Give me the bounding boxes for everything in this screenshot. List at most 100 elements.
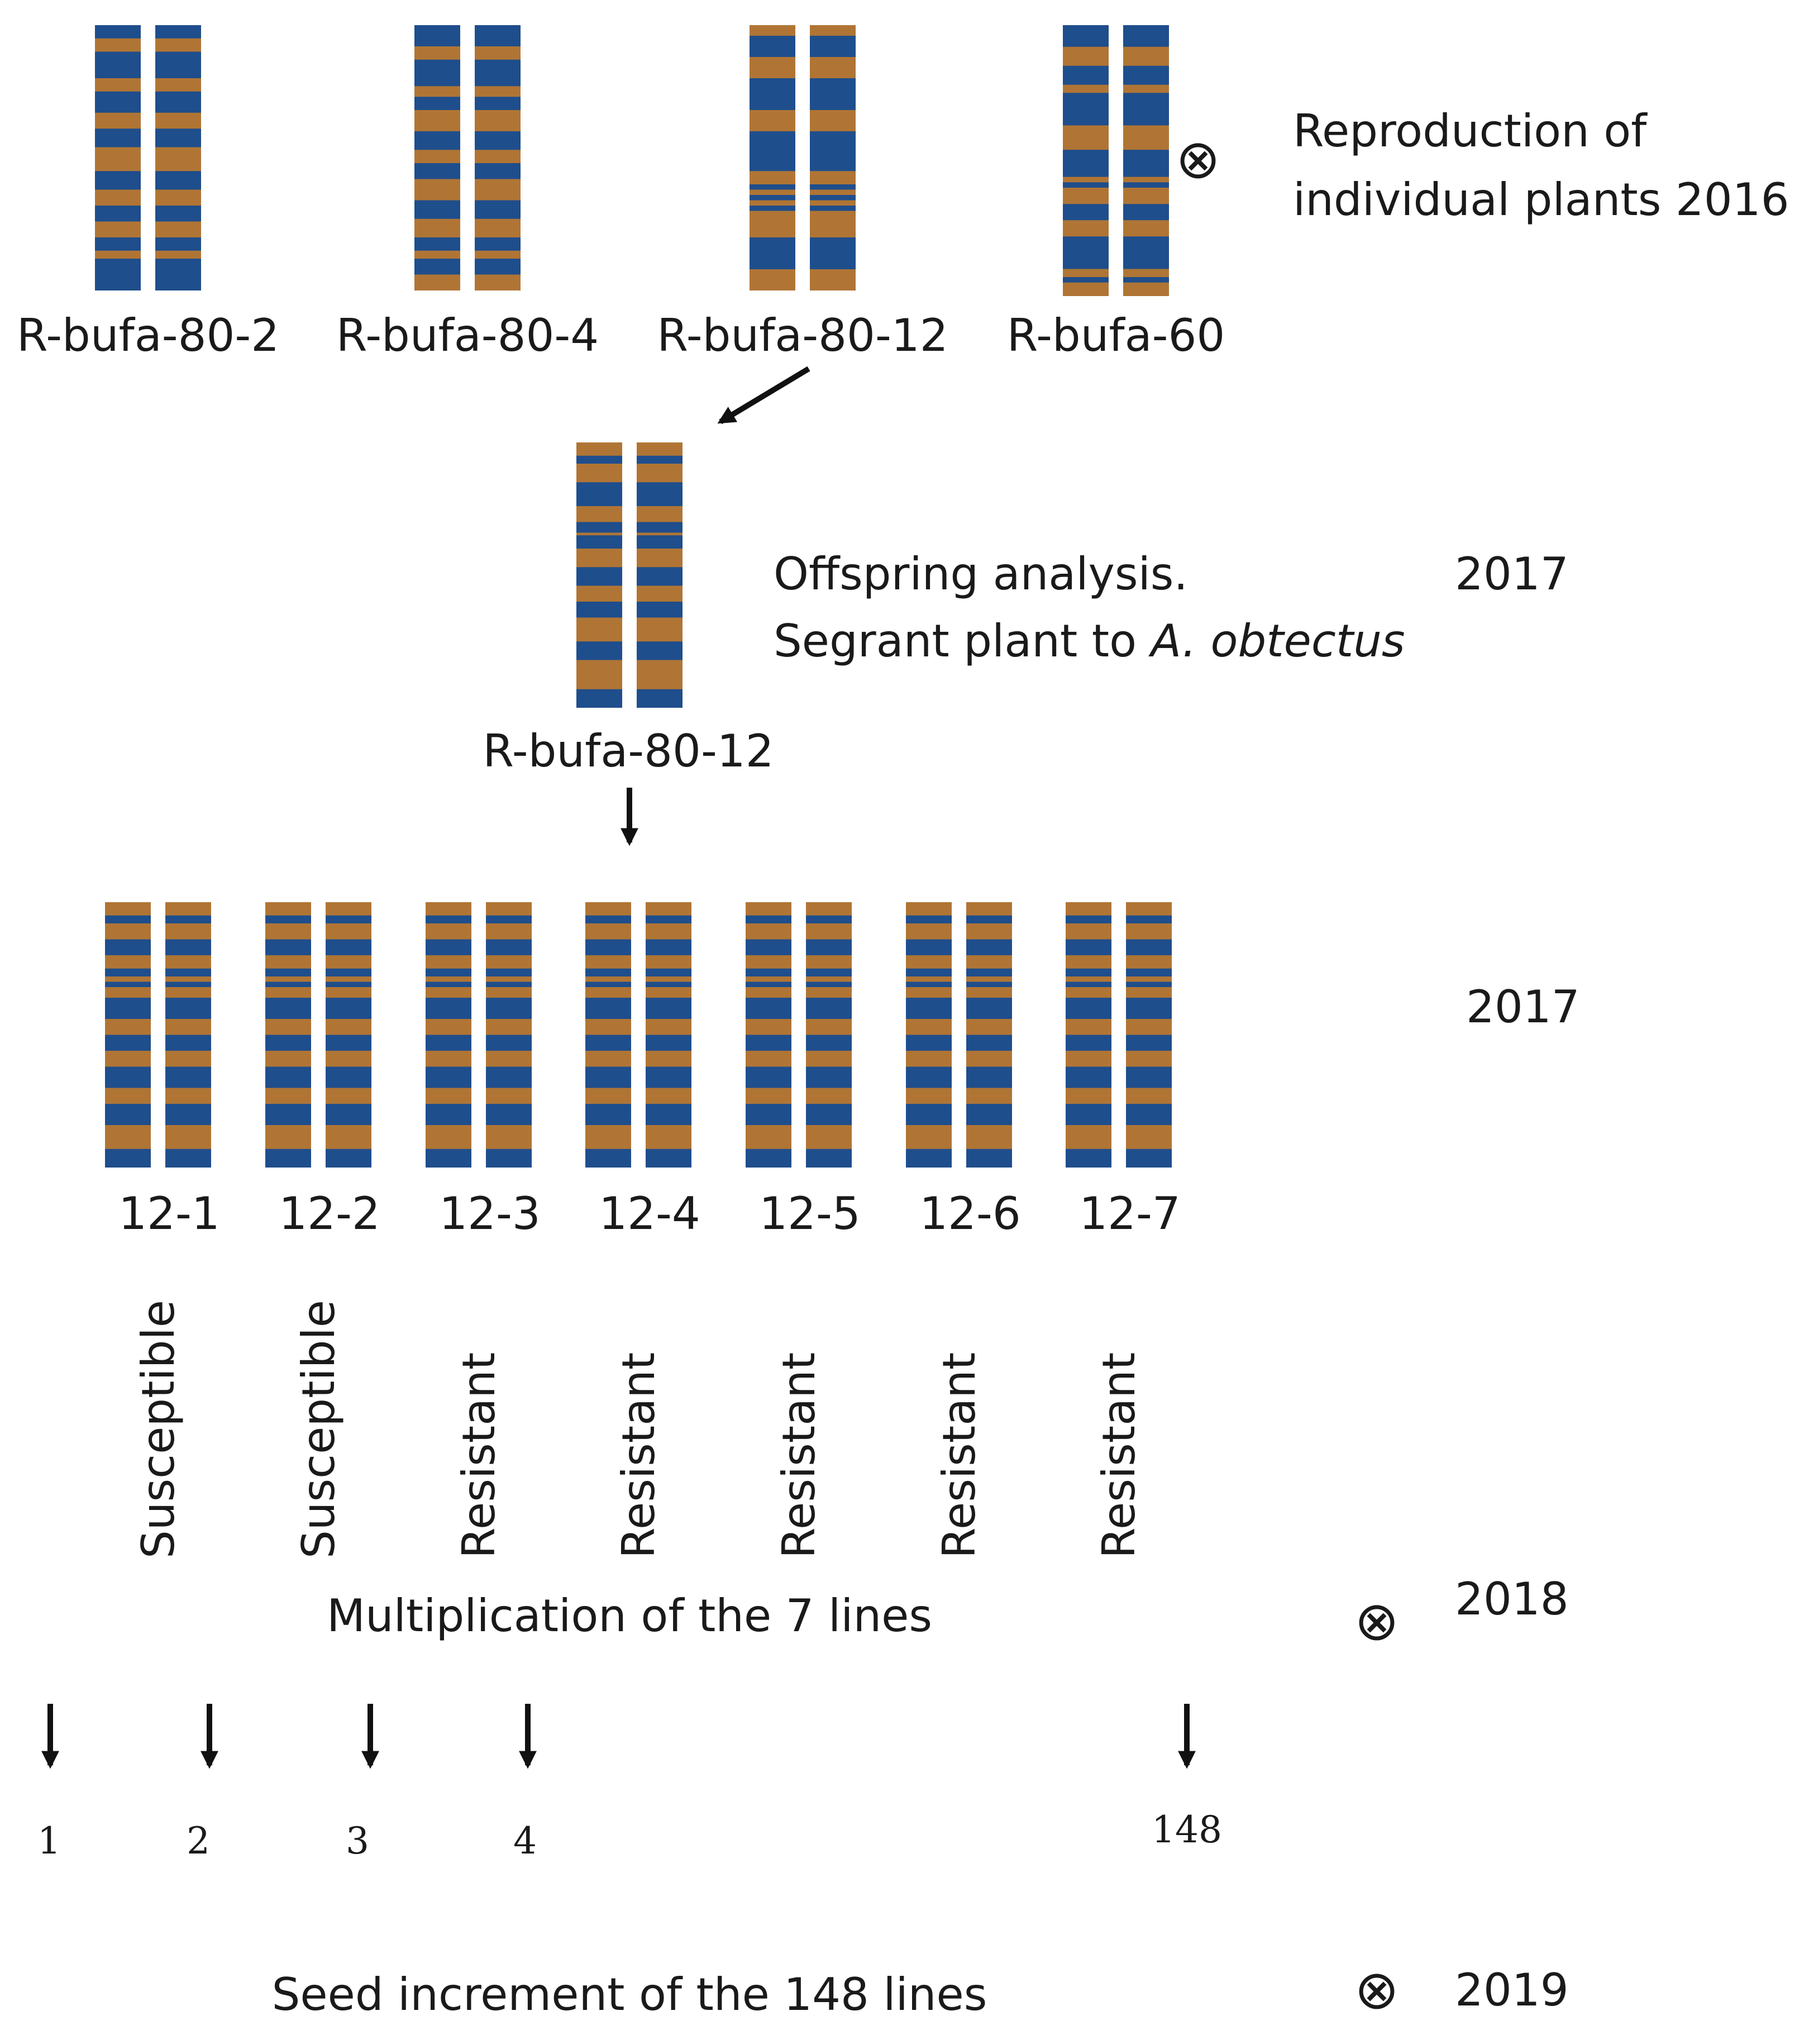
chromosome-band — [966, 981, 1012, 987]
chromosome-band — [414, 59, 460, 87]
chromosome-band — [414, 237, 460, 251]
chromosome-band — [105, 998, 151, 1019]
chromosome-band — [326, 1149, 371, 1168]
chromosome-band — [1126, 998, 1172, 1019]
chromosome-band — [750, 184, 795, 190]
chromosome-band — [155, 128, 201, 147]
line-12-6: 12-6 Resistant — [906, 902, 1021, 1559]
chromosome-band — [1123, 25, 1169, 47]
line-label: 12-3 — [439, 1188, 541, 1240]
chromosome-band — [426, 1066, 471, 1088]
chromosome-band — [750, 78, 795, 110]
chromosome-band — [806, 915, 852, 923]
chromosome-band — [475, 200, 521, 219]
chromosome-band — [585, 1066, 631, 1088]
chromosome-band — [576, 535, 622, 549]
chromosome-pair — [426, 902, 532, 1168]
chromosome-pair — [750, 25, 856, 290]
line-label: 12-5 — [759, 1188, 861, 1240]
chromosome-band — [426, 915, 471, 923]
line-label: 12-1 — [118, 1188, 220, 1240]
chromosome-pair — [746, 902, 852, 1168]
chromosome-band — [1126, 968, 1172, 976]
chromosome-band — [906, 968, 952, 976]
chromosome-band — [750, 131, 795, 171]
chromosome-band — [810, 237, 856, 269]
line-12-1: 12-1 Susceptible — [105, 902, 220, 1559]
chromosome-band — [750, 195, 795, 201]
chromosome-band — [906, 1035, 952, 1051]
chromosome-band — [806, 939, 852, 955]
chromosome-band — [165, 939, 211, 955]
chromosome-band — [966, 1104, 1012, 1125]
line-label: 12-4 — [599, 1188, 700, 1240]
chromosome-band — [1063, 204, 1109, 221]
chromosome-band — [475, 25, 521, 46]
chromosome-band — [746, 998, 791, 1019]
chromosome-band — [165, 1066, 211, 1088]
chromosome-band — [1066, 981, 1111, 987]
self-pollination-icon: ⊗ — [1176, 128, 1220, 190]
caption-2018: Multiplication of the 7 lines — [327, 1590, 932, 1642]
phenotype-label: Resistant — [773, 1352, 825, 1559]
chromosome-band — [105, 915, 151, 923]
chromosome-band — [475, 97, 521, 110]
chromosome-band — [746, 968, 791, 976]
chromosome-band — [326, 981, 371, 987]
plant-label: R-bufa-60 — [1007, 309, 1225, 361]
chromosome-band — [165, 915, 211, 923]
chromosome-band — [105, 939, 151, 955]
plant-label: R-bufa-80-12 — [657, 309, 948, 361]
chromosome-band — [1123, 150, 1169, 177]
chromosome-pair — [1063, 25, 1169, 296]
year-2018: 2018 — [1455, 1573, 1569, 1625]
chromosome-band — [906, 939, 952, 955]
chromosome-band — [750, 36, 795, 57]
chromosome-band — [637, 455, 683, 464]
offspring-caption-line1: Offspring analysis. — [774, 548, 1188, 600]
chromosome-band — [95, 259, 141, 290]
chromosome-band — [265, 915, 311, 923]
chromosome-band — [585, 981, 631, 987]
chromosome-band — [1066, 915, 1111, 923]
chromosome-band — [155, 259, 201, 290]
line-label: 12-6 — [919, 1188, 1021, 1240]
chromosome-band — [646, 1035, 691, 1051]
chromosome-band — [414, 97, 460, 110]
phenotype-label: Resistant — [1093, 1352, 1145, 1559]
chromosome-band — [265, 1149, 311, 1168]
progeny-number: 2 — [187, 1819, 210, 1862]
chromosome-band — [265, 981, 311, 987]
chromosome-band — [426, 968, 471, 976]
chromosome-band — [265, 1035, 311, 1051]
chromosome-band — [1126, 1035, 1172, 1051]
chromosome-band — [155, 91, 201, 113]
chromosome-band — [906, 981, 952, 987]
chromosome-band — [806, 968, 852, 976]
chromosome-band — [1063, 93, 1109, 126]
progeny-arrows: 1 2 3 4 148 — [37, 1704, 1222, 1862]
caption-2019: Seed increment of the 148 lines — [272, 1969, 987, 2021]
chromosome-band — [806, 998, 852, 1019]
chromosome-band — [426, 1035, 471, 1051]
progeny-number: 148 — [1152, 1808, 1222, 1851]
chromosome-band — [810, 131, 856, 171]
chromosome-band — [95, 51, 141, 78]
chromosome-band — [1066, 1066, 1111, 1088]
chromosome-band — [105, 1066, 151, 1088]
chromosome-band — [426, 939, 471, 955]
chromosome-band — [1123, 93, 1169, 126]
chromosome-band — [1126, 939, 1172, 955]
chromosome-band — [414, 200, 460, 219]
chromosome-band — [810, 184, 856, 190]
chromosome-band — [585, 939, 631, 955]
chromosome-band — [155, 25, 201, 39]
chromosome-band — [426, 1104, 471, 1125]
chromosome-band — [486, 1066, 532, 1088]
chromosome-band — [414, 25, 460, 46]
chromosome-band — [486, 998, 532, 1019]
chromosome-band — [746, 981, 791, 987]
chromosome-band — [105, 1104, 151, 1125]
self-pollination-icon: ⊗ — [1354, 1959, 1399, 2021]
chromosome-band — [806, 981, 852, 987]
